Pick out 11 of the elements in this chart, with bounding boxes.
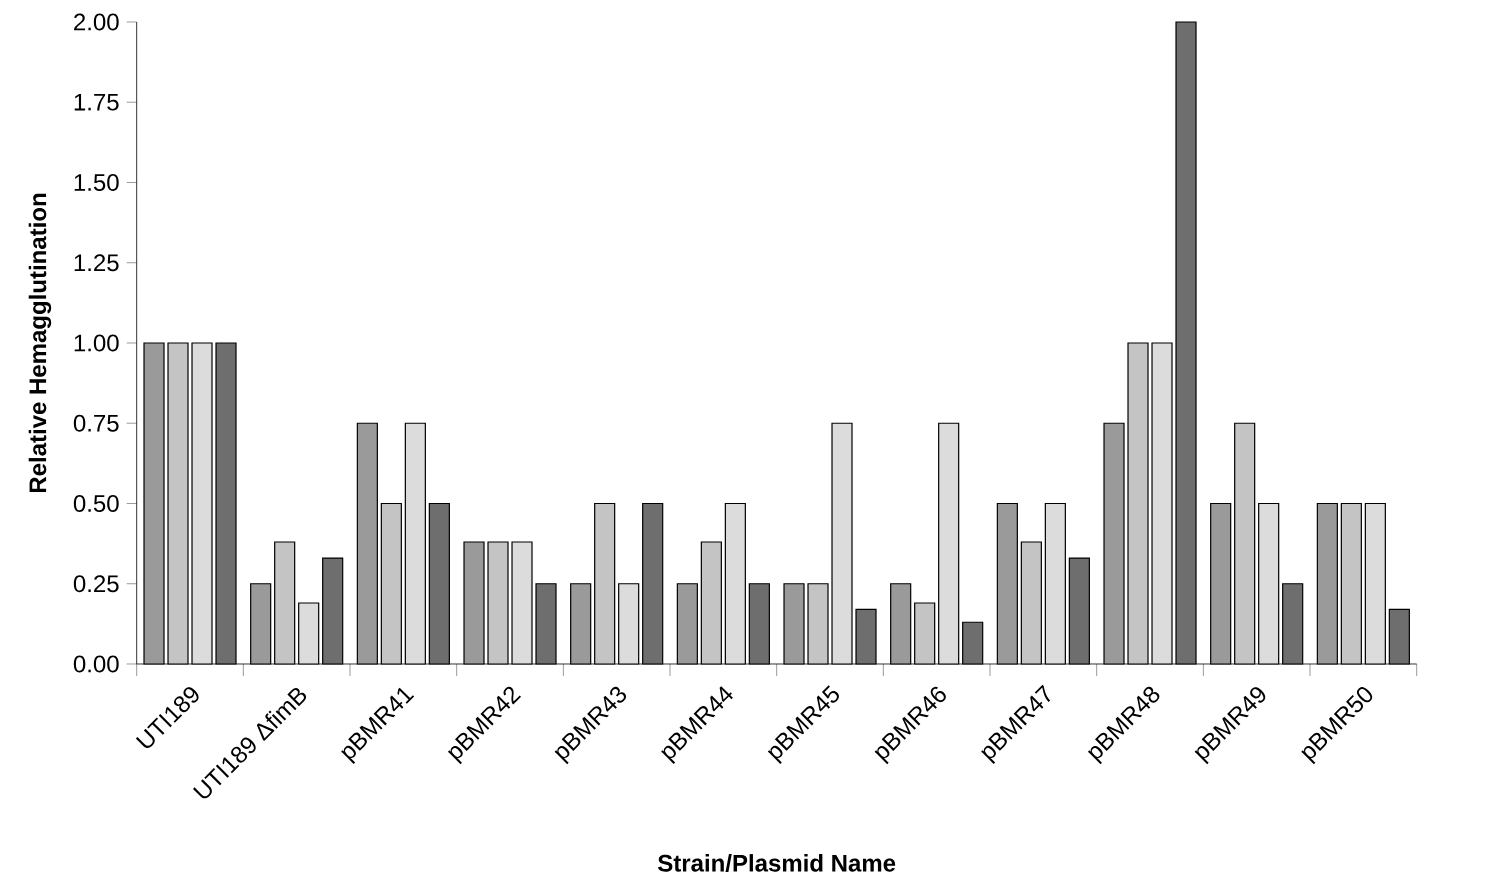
y-tick-label: 1.25	[74, 254, 119, 272]
y-tick-label: 1.75	[74, 93, 119, 111]
y-tick-label: 0.50	[73, 495, 119, 512]
y-tick-label: 0.25	[73, 575, 119, 593]
y-axis-title: Relative Hemagglutination	[28, 193, 52, 493]
y-tick-label: 1.50	[74, 174, 119, 191]
y-tick-label: 1.00	[74, 334, 119, 352]
x-axis-title: Strain/Plasmid Name	[657, 854, 896, 872]
y-tick-label: 0.75	[73, 414, 119, 432]
y-tick-label: 2.00	[74, 13, 119, 31]
y-tick-label: 0.00	[73, 655, 119, 673]
